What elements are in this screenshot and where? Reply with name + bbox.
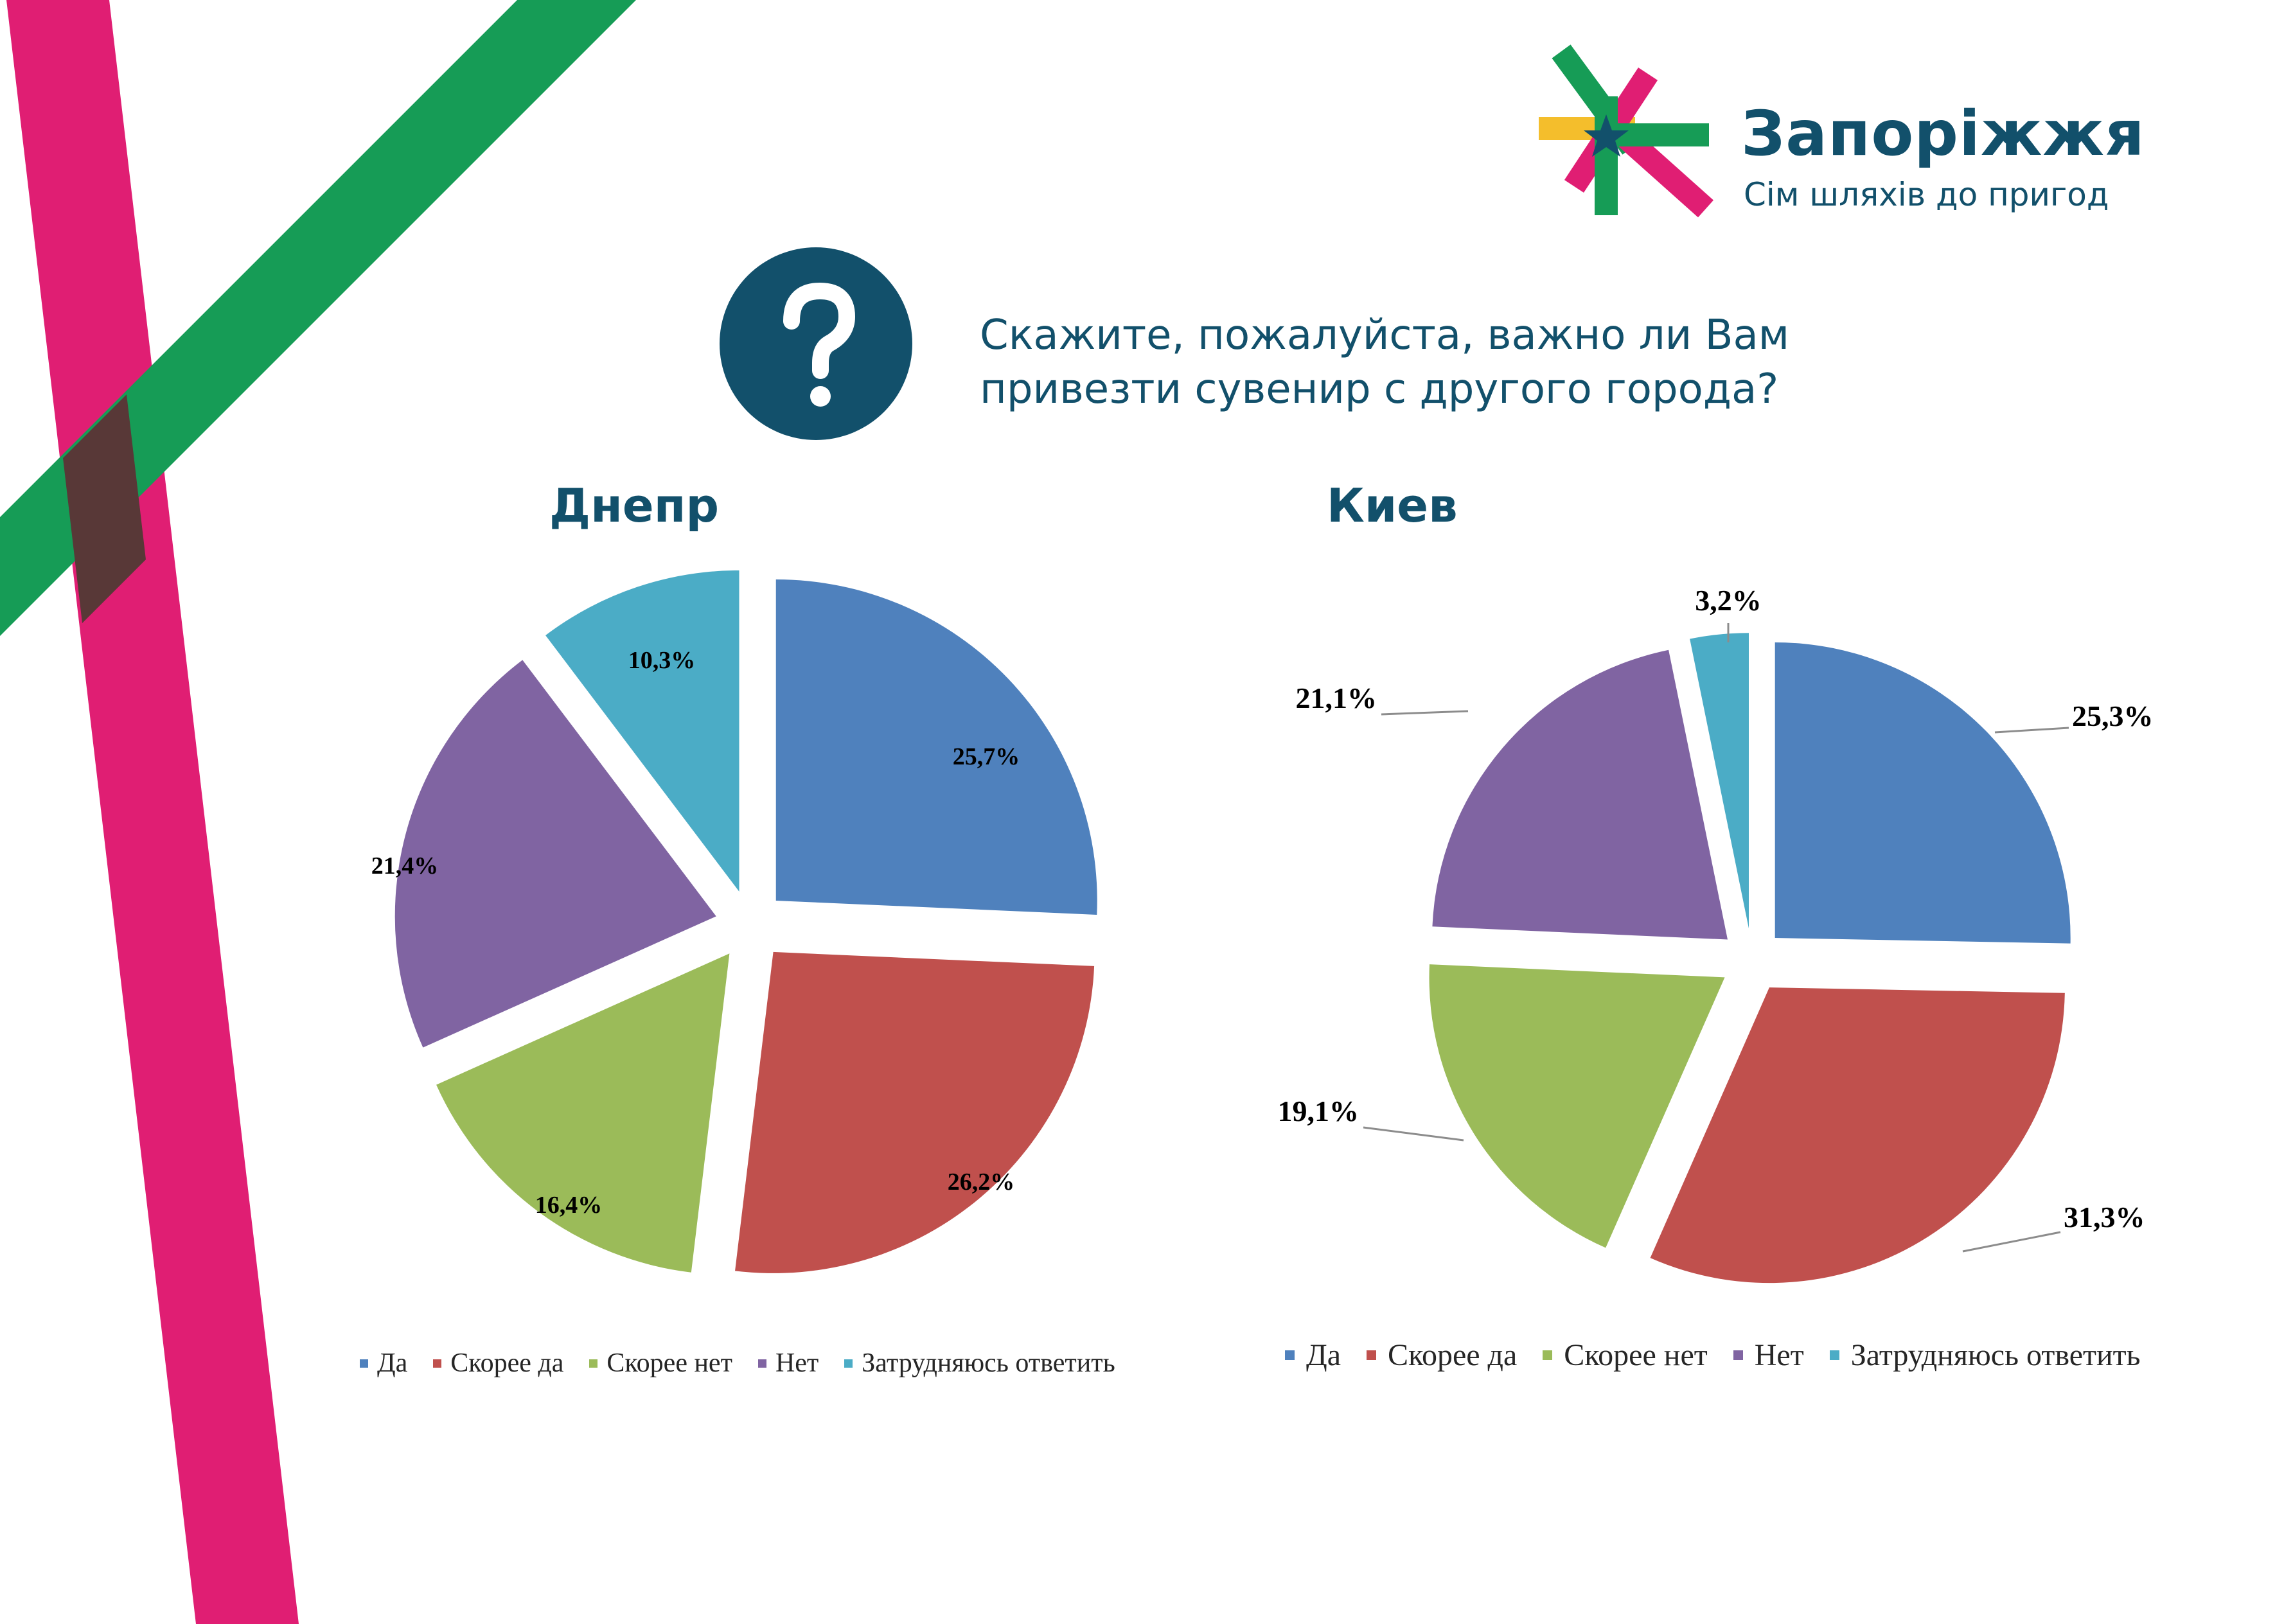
- leader-line: [1994, 727, 2069, 734]
- legend-item-net: Нет: [1733, 1337, 1804, 1373]
- legend-dnepr: Да Скорее да Скорее нет Нет Затрудняюсь …: [360, 1348, 1141, 1379]
- legend-label: Нет: [1754, 1338, 1804, 1372]
- pie-slice: [436, 953, 730, 1273]
- pie-slice: [545, 570, 739, 892]
- legend-kiev: Да Скорее да Скорее нет Нет Затрудняюсь …: [1285, 1337, 2166, 1373]
- legend-item-skoree-net: Скорее нет: [1543, 1337, 1708, 1373]
- pie-slice: [1650, 987, 2065, 1284]
- slice-label: 10,3%: [628, 647, 696, 674]
- legend-swatch: [757, 1359, 766, 1368]
- legend-item-skoree-net: Скорее нет: [589, 1348, 732, 1379]
- pie-slice: [775, 579, 1097, 915]
- pie-slice: [1429, 964, 1725, 1248]
- slice-label: 16,4%: [535, 1192, 603, 1219]
- pink-stripe: [6, 0, 299, 1624]
- pie-slice: [1690, 633, 1749, 929]
- legend-swatch: [1285, 1350, 1295, 1360]
- legend-label: Скорее нет: [1564, 1338, 1708, 1372]
- legend-label: Скорее да: [450, 1348, 564, 1378]
- legend-item-skoree-da: Скорее да: [1367, 1337, 1517, 1373]
- pie-slice: [735, 951, 1095, 1273]
- legend-label: Затрудняюсь ответить: [862, 1348, 1115, 1378]
- brand-name: Запоріжжя: [1741, 98, 2145, 170]
- survey-question: Скажите, пожалуйста, важно ли Вам привез…: [980, 308, 1789, 416]
- brand-logo: Запоріжжя Сім шляхів до пригод: [1497, 39, 2145, 225]
- legend-swatch: [844, 1359, 853, 1368]
- legend-label: Нет: [775, 1348, 819, 1378]
- legend-label: Да: [1306, 1338, 1341, 1372]
- green-stripe: [0, 0, 636, 636]
- legend-swatch: [1733, 1350, 1743, 1360]
- chart-title-dnepr: Днепр: [549, 479, 719, 533]
- leader-line: [1962, 1231, 2061, 1253]
- slice-label: 21,4%: [371, 852, 439, 879]
- slice-label: 25,3%: [2072, 700, 2154, 732]
- legend-item-da: Да: [1285, 1337, 1341, 1373]
- leader-line: [1381, 710, 1469, 716]
- chart-title-kiev: Киев: [1327, 479, 1458, 533]
- slice-label: 19,1%: [1278, 1095, 1359, 1127]
- legend-item-skoree-da: Скорее да: [433, 1348, 563, 1379]
- pie-slice: [394, 660, 716, 1048]
- legend-item-net: Нет: [757, 1348, 819, 1379]
- slice-label: 3,2%: [1695, 584, 1762, 617]
- legend-swatch: [360, 1359, 368, 1368]
- legend-item-da: Да: [360, 1348, 407, 1379]
- legend-swatch: [433, 1359, 442, 1368]
- question-mark-icon: [720, 247, 912, 440]
- question-line-2: привезти сувенир с другого города?: [980, 366, 1779, 413]
- legend-swatch: [589, 1359, 598, 1368]
- slice-label: 31,3%: [2064, 1201, 2145, 1233]
- leader-line: [1363, 1126, 1464, 1142]
- slice-label: 26,2%: [948, 1169, 1015, 1196]
- legend-item-zatrudnyayus: Затрудняюсь ответить: [844, 1348, 1115, 1379]
- brand-tagline: Сім шляхів до пригод: [1744, 176, 2109, 213]
- pie-slice: [1432, 649, 1728, 940]
- slice-label: 25,7%: [953, 743, 1020, 770]
- legend-item-zatrudnyayus: Затрудняюсь ответить: [1829, 1337, 2141, 1373]
- legend-label: Да: [377, 1348, 408, 1378]
- legend-swatch: [1367, 1350, 1377, 1360]
- pie-slice: [1775, 642, 2071, 944]
- legend-label: Скорее нет: [606, 1348, 732, 1378]
- question-line-1: Скажите, пожалуйста, важно ли Вам: [980, 312, 1789, 359]
- asterisk-logo-icon: [1539, 44, 1713, 218]
- legend-swatch: [1829, 1350, 1839, 1360]
- legend-swatch: [1543, 1350, 1553, 1360]
- slice-label: 21,1%: [1296, 682, 1377, 714]
- legend-label: Затрудняюсь ответить: [1850, 1338, 2141, 1372]
- legend-label: Скорее да: [1388, 1338, 1518, 1372]
- stripe-overlap: [63, 394, 146, 623]
